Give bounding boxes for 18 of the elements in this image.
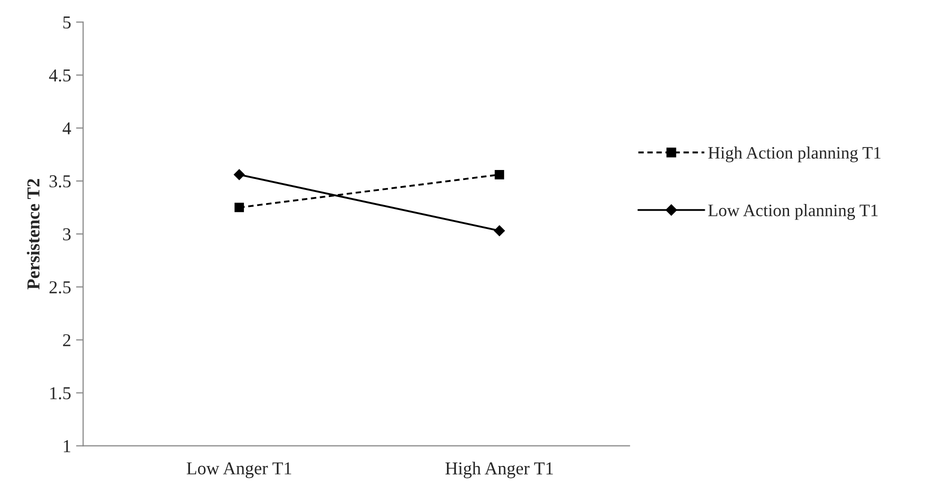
y-tick-label: 3.5 — [50, 175, 71, 188]
y-tick-label: 1 — [64, 440, 70, 452]
y-tick-label: 1.5 — [50, 387, 71, 400]
x-tick-label: Low Anger T1 — [186, 462, 292, 478]
y-tick-label: 4 — [62, 122, 72, 134]
point — [494, 225, 505, 236]
point — [234, 169, 245, 180]
y-axis-title: Persistence T2 — [26, 178, 40, 290]
y-tick-label: 2.5 — [50, 281, 71, 294]
y-tick-label: 5 — [63, 16, 71, 29]
y-tick-label: 4.5 — [49, 69, 71, 82]
legend-label: High Action planning T1 — [708, 146, 881, 162]
point — [234, 202, 244, 212]
legend-label: Low Action planning T1 — [708, 204, 878, 220]
x-tick-label: High Anger T1 — [445, 462, 553, 478]
point — [494, 170, 504, 180]
y-tick-label: 2 — [63, 334, 70, 346]
y-tick-label: 3 — [63, 228, 71, 240]
